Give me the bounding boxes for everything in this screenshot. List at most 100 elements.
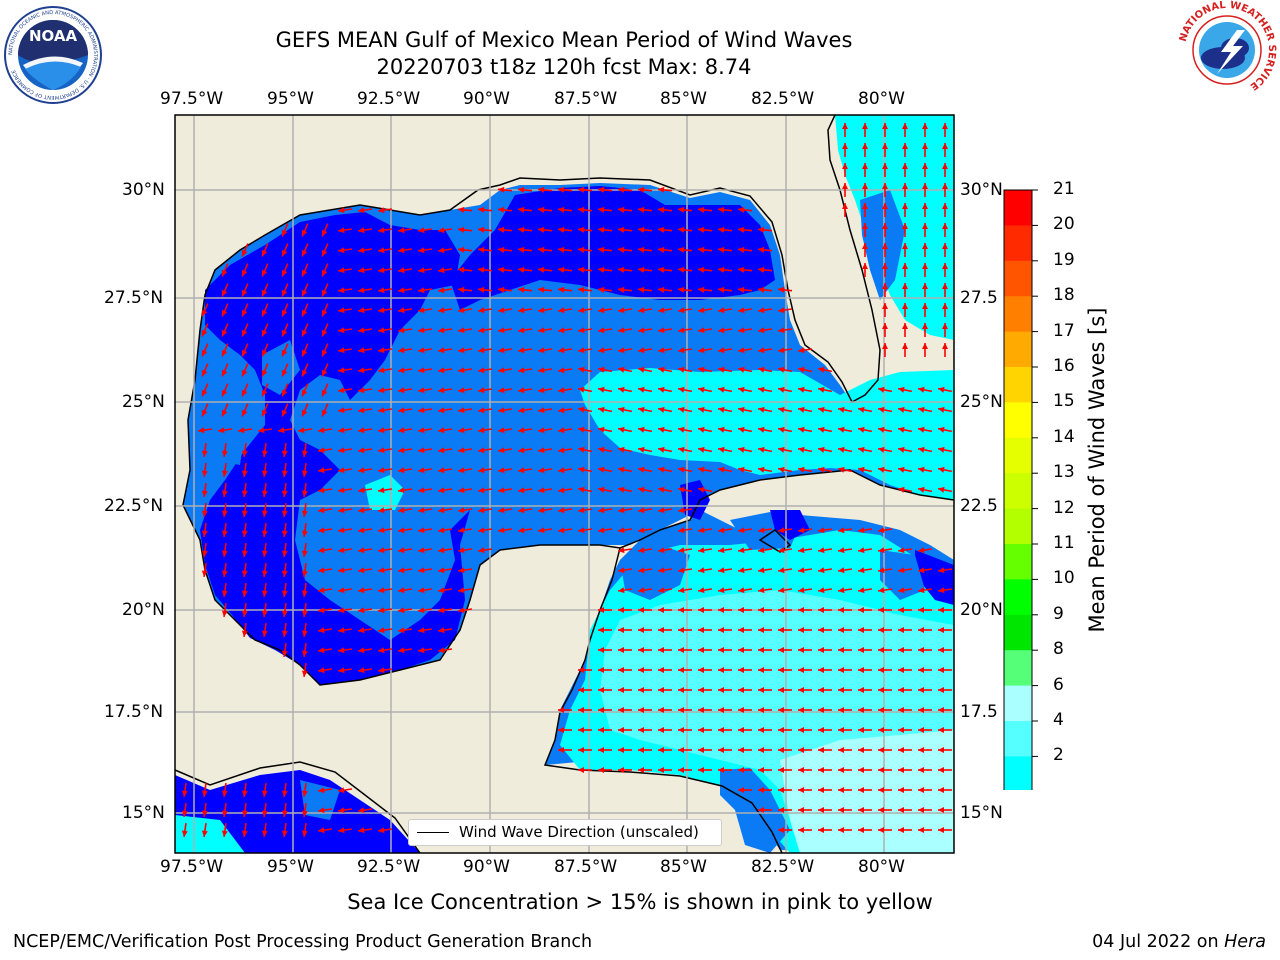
wind-arrow-head [798, 707, 804, 713]
wind-arrow-head [858, 807, 864, 813]
wind-arrow-head [778, 347, 785, 354]
lat-tick-right-2: 25°N [960, 392, 1003, 412]
wind-arrow-head [201, 830, 208, 837]
wind-arrow-head [858, 667, 864, 673]
wind-arrow-head [698, 707, 704, 713]
legend-label: Wind Wave Direction (unscaled) [459, 823, 699, 841]
wind-arrow-head [738, 286, 745, 293]
wind-arrow-head [321, 349, 328, 357]
wind-arrow-head [638, 466, 645, 473]
wind-arrow-head [358, 527, 365, 534]
wind-arrow-head [598, 347, 605, 354]
wind-arrow-head [758, 587, 765, 594]
wind-arrow-head [578, 707, 584, 713]
wind-arrow-head [918, 426, 925, 433]
wind-arrow-head [398, 647, 405, 654]
wind-arrow-head [281, 269, 288, 277]
wind-arrow-head [618, 307, 625, 314]
wind-arrow-head [838, 687, 844, 693]
wind-arrow-head [598, 527, 605, 534]
wind-arrow-head [538, 527, 545, 534]
wind-arrow-head [458, 447, 465, 454]
wind-arrow-head [658, 446, 665, 453]
wind-arrow-head [438, 227, 445, 234]
wind-arrow-head [618, 266, 625, 273]
wind-arrow-head [578, 186, 585, 193]
wind-arrow-head [458, 266, 465, 273]
wind-arrow-head [758, 286, 765, 293]
wind-arrow-head [578, 527, 585, 534]
noaa-logo: NOAA NATIONAL OCEANIC AND ATMOSPHERIC AD… [3, 5, 103, 105]
wind-arrow-head [478, 226, 485, 233]
wind-arrow-head [578, 206, 585, 213]
wind-arrow-head [418, 447, 425, 454]
wind-arrow-head [438, 647, 445, 654]
wind-arrow-head [281, 790, 288, 797]
wind-arrow-head [218, 427, 225, 434]
wind-arrow-head [338, 667, 345, 674]
wind-arrow-head [638, 727, 644, 733]
wind-arrow-head [698, 486, 705, 493]
wind-arrow-head [698, 607, 704, 613]
wind-arrow-head [378, 647, 385, 654]
wind-arrow-head [922, 143, 928, 149]
wind-arrow-head [658, 266, 665, 273]
wind-arrow-head [882, 303, 888, 309]
wind-arrow-head [862, 183, 868, 189]
lat-tick-right-4: 20°N [960, 600, 1003, 620]
wind-arrow-head [438, 267, 445, 274]
wind-arrow-head [922, 203, 928, 209]
wind-arrow-head [798, 627, 804, 633]
wind-arrow-head [778, 727, 784, 733]
wind-arrow-head [338, 507, 345, 514]
wind-arrow-head [181, 790, 188, 797]
wind-arrow-head [718, 747, 724, 753]
wind-arrow-head [241, 369, 248, 377]
wind-arrow-head [718, 527, 725, 534]
band-2-4-patch-c [360, 540, 390, 590]
wind-arrow-head [818, 687, 824, 693]
wind-arrow-head [778, 747, 784, 753]
wind-arrow-head [918, 547, 925, 554]
wind-arrow-head [338, 787, 345, 794]
wind-arrow-head [898, 547, 905, 554]
wind-arrow-head [318, 667, 325, 674]
wind-arrow-head [918, 827, 924, 833]
wind-arrow-head [538, 347, 545, 354]
lon-tick-top-5: 85°W [660, 89, 707, 109]
wind-arrow-head [618, 727, 624, 733]
wind-arrow-head [758, 226, 765, 233]
wind-arrow-head [418, 307, 425, 314]
wind-arrow-head [698, 327, 705, 334]
wind-arrow-head [358, 247, 365, 254]
wind-arrow-head [498, 527, 505, 534]
lon-tick-bottom-1: 95°W [267, 857, 314, 877]
wind-arrow-head [618, 507, 625, 514]
lat-tick-right-0: 30°N [960, 180, 1003, 200]
wind-arrow-head [221, 289, 228, 297]
wind-arrow-head [618, 587, 625, 594]
wind-arrow-head [538, 387, 545, 394]
wind-arrow-head [538, 427, 545, 434]
wind-arrow-head [738, 587, 745, 594]
wind-arrow-head [398, 447, 405, 454]
wind-arrow-head [862, 243, 868, 249]
wind-arrow-head [558, 367, 565, 374]
wind-arrow-head [301, 309, 308, 317]
wind-arrow-head [938, 787, 944, 793]
wind-arrow-head [778, 547, 785, 554]
wind-arrow-head [301, 550, 308, 557]
wind-arrow-head [241, 309, 248, 317]
wind-arrow-head [558, 307, 565, 314]
footer-date: 04 Jul 2022 on Hera [1092, 932, 1266, 952]
wind-arrow-head [798, 527, 805, 534]
wind-arrow-head [338, 447, 345, 454]
wind-arrow-head [618, 186, 625, 193]
wind-arrow-head [398, 427, 405, 434]
wind-arrow-head [882, 243, 888, 249]
wind-arrow-head [858, 627, 864, 633]
wind-arrow-head [301, 229, 308, 237]
wind-arrow-head [201, 550, 208, 557]
wind-arrow-head [878, 386, 885, 393]
wind-arrow-head [818, 527, 825, 534]
